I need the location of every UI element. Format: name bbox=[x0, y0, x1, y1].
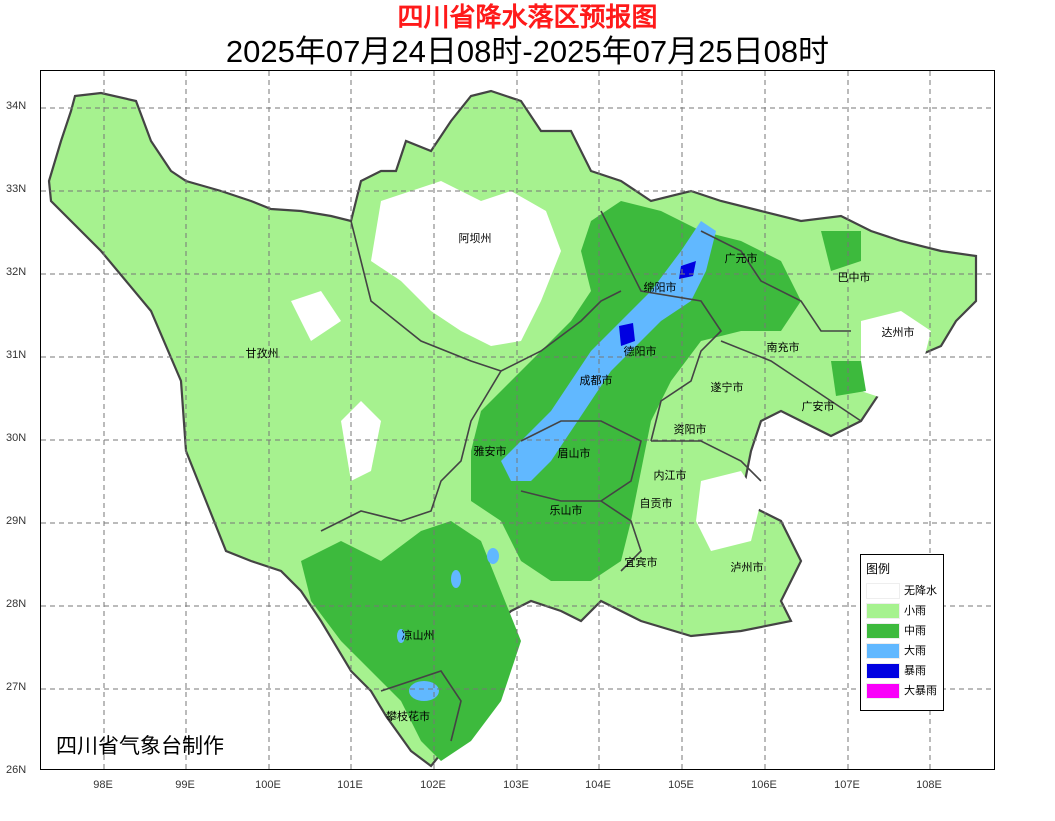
legend-label: 大雨 bbox=[904, 644, 926, 657]
legend-item-heavy-rain: 大雨 bbox=[866, 643, 944, 660]
legend-swatch-moderate-rain bbox=[866, 623, 900, 639]
x-tick-99e: 99E bbox=[175, 779, 195, 791]
y-tick-27n: 27N bbox=[6, 681, 27, 693]
legend-title: 图例 bbox=[866, 562, 891, 576]
city-label-yaan: 雅安市 bbox=[473, 445, 507, 458]
x-tick-105e: 105E bbox=[668, 779, 694, 791]
x-tick-102e: 102E bbox=[420, 779, 446, 791]
x-tick-104e: 104E bbox=[585, 779, 611, 791]
legend-swatch-heavy-rainstorm bbox=[866, 683, 900, 699]
map-frame bbox=[40, 70, 995, 770]
city-label-guangan: 广安市 bbox=[801, 400, 835, 413]
legend-item-rainstorm: 暴雨 bbox=[866, 663, 944, 680]
y-tick-32n: 32N bbox=[6, 266, 27, 278]
legend-label: 小雨 bbox=[904, 604, 926, 617]
city-label-luzhou: 泸州市 bbox=[730, 561, 764, 574]
city-label-liangshan: 凉山州 bbox=[401, 629, 435, 642]
x-tick-107e: 107E bbox=[834, 779, 860, 791]
y-tick-30n: 30N bbox=[6, 432, 27, 444]
legend-swatch-heavy-rain bbox=[866, 643, 900, 659]
y-tick-31n: 31N bbox=[6, 349, 27, 361]
y-tick-29n: 29N bbox=[6, 515, 27, 527]
y-tick-34n: 34N bbox=[6, 100, 27, 112]
x-tick-103e: 103E bbox=[503, 779, 529, 791]
legend-item-light-rain: 小雨 bbox=[866, 603, 944, 620]
city-label-neijiang: 内江市 bbox=[653, 469, 687, 482]
precipitation-map bbox=[41, 71, 994, 769]
y-tick-33n: 33N bbox=[6, 183, 27, 195]
y-tick-28n: 28N bbox=[6, 598, 27, 610]
legend-label: 中雨 bbox=[904, 624, 926, 637]
city-label-nanchong: 南充市 bbox=[766, 341, 800, 354]
forecast-period: 2025年07月24日08时-2025年07月25日08时 bbox=[225, 34, 830, 69]
map-title: 四川省降水落区预报图 bbox=[397, 3, 658, 33]
city-label-bazhong: 巴中市 bbox=[837, 271, 871, 284]
legend-label: 大暴雨 bbox=[904, 684, 937, 697]
city-label-ganzi: 甘孜州 bbox=[245, 347, 279, 360]
y-tick-26n: 26N bbox=[6, 764, 27, 776]
legend-label: 暴雨 bbox=[904, 664, 926, 677]
legend-swatch-rainstorm bbox=[866, 663, 900, 679]
legend-swatch-no-rain bbox=[866, 583, 900, 599]
legend-item-heavy-rainstorm: 大暴雨 bbox=[866, 683, 944, 700]
x-tick-108e: 108E bbox=[916, 779, 942, 791]
city-label-dazhou: 达州市 bbox=[881, 326, 915, 339]
city-label-meishan: 眉山市 bbox=[557, 447, 591, 460]
legend-swatch-light-rain bbox=[866, 603, 900, 619]
city-label-guangyuan: 广元市 bbox=[724, 252, 758, 265]
map-legend: 图例 无降水 小雨 中雨 大雨 暴雨 大暴雨 bbox=[860, 554, 944, 711]
city-label-chengdu: 成都市 bbox=[579, 374, 613, 387]
legend-item-moderate-rain: 中雨 bbox=[866, 623, 944, 640]
x-tick-106e: 106E bbox=[751, 779, 777, 791]
city-label-aba: 阿坝州 bbox=[458, 232, 492, 245]
legend-label: 无降水 bbox=[904, 584, 937, 597]
city-label-yibin: 宜宾市 bbox=[624, 556, 658, 569]
x-tick-100e: 100E bbox=[255, 779, 281, 791]
city-label-suining: 遂宁市 bbox=[710, 381, 744, 394]
city-label-leshan: 乐山市 bbox=[549, 504, 583, 517]
city-label-deyang: 德阳市 bbox=[623, 345, 657, 358]
legend-item-no-rain: 无降水 bbox=[866, 583, 944, 600]
city-label-zigong: 自贡市 bbox=[639, 497, 673, 510]
city-label-mianyang: 绵阳市 bbox=[643, 281, 677, 294]
producer-credit: 四川省气象台制作 bbox=[56, 734, 224, 758]
city-label-panzhihua: 攀枝花市 bbox=[386, 710, 430, 723]
x-tick-101e: 101E bbox=[337, 779, 363, 791]
x-tick-98e: 98E bbox=[93, 779, 113, 791]
city-label-ziyang: 资阳市 bbox=[673, 423, 707, 436]
